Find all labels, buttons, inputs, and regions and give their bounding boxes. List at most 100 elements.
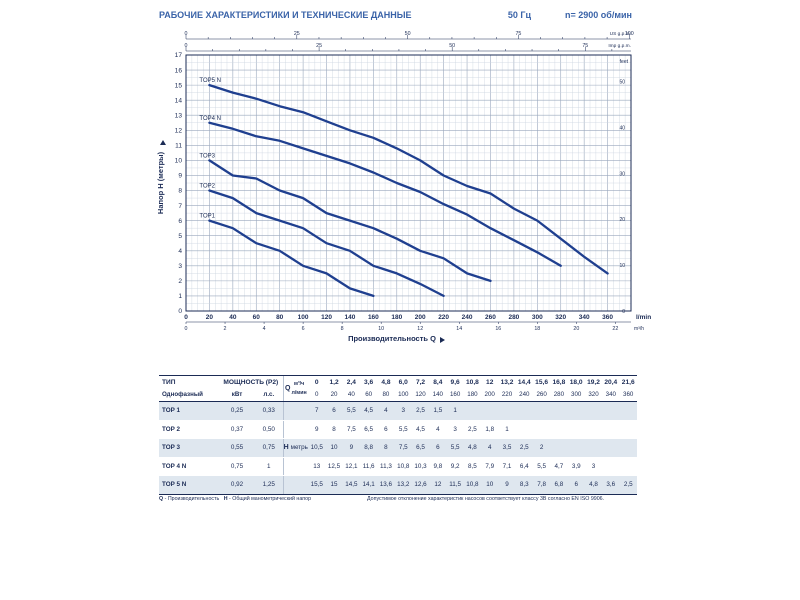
- x-tick-label: 320: [555, 314, 566, 321]
- x-tick-label: 100: [298, 314, 309, 321]
- head-value: 9,2: [446, 457, 464, 476]
- head-value: 10: [481, 475, 499, 495]
- y-tick-label: 8: [178, 188, 182, 195]
- m3h-value: 14,4: [515, 375, 533, 388]
- m3h-value: 2,4: [342, 375, 360, 388]
- header-frequency: 50 Гц: [508, 10, 532, 20]
- head-value: 6,5: [411, 438, 430, 458]
- lmin-value: 160: [446, 388, 464, 402]
- series-label: TOP4 N: [199, 116, 221, 122]
- head-value: 13,6: [377, 475, 395, 495]
- top-imp-tick-label: 25: [316, 43, 322, 49]
- series-line: [208, 219, 375, 298]
- head-value: 6,8: [550, 475, 568, 495]
- lmin-value: 240: [515, 388, 533, 402]
- row-hp: 1: [255, 457, 284, 476]
- row-hp: 0,75: [255, 438, 284, 458]
- head-value: 4,7: [550, 457, 568, 476]
- top-us-tick-label: 0: [185, 31, 188, 37]
- head-value: [463, 401, 482, 421]
- head-value: 6,5: [359, 420, 378, 439]
- head-value: 13: [308, 457, 326, 476]
- head-value: 10: [325, 438, 343, 458]
- x-tick-label: 60: [253, 314, 261, 321]
- head-value: 3,5: [498, 438, 516, 458]
- head-value: [515, 401, 533, 421]
- lmin-value: 200: [481, 388, 499, 402]
- y-tick-label: 7: [178, 203, 182, 210]
- col-kw: кВт: [219, 388, 256, 402]
- x-tick-label: 220: [438, 314, 449, 321]
- y-tick-label: 5: [178, 233, 182, 240]
- m3h-value: 13,2: [498, 375, 516, 388]
- col-type: ТИП: [159, 375, 220, 388]
- head-value: [619, 401, 637, 421]
- col-hp: л.с.: [255, 388, 284, 402]
- top-us-tick-label: 100: [625, 31, 634, 37]
- x2-tick-label: 20: [573, 326, 579, 332]
- row-h-label: [282, 457, 309, 476]
- head-value: 6: [429, 438, 447, 458]
- head-value: 11,6: [359, 457, 378, 476]
- head-value: [619, 457, 637, 476]
- x2-tick-label: 6: [302, 326, 305, 332]
- y-axis-label: Напор H (метры): [156, 151, 165, 214]
- x-tick-label: 340: [579, 314, 590, 321]
- performance-chart: РАБОЧИЕ ХАРАКТЕРИСТИКИ И ТЕХНИЧЕСКИЕ ДАН…: [156, 10, 651, 343]
- head-value: 7,5: [342, 420, 360, 439]
- lmin-value: 340: [602, 388, 620, 402]
- lmin-value: 280: [550, 388, 568, 402]
- x-tick-label: 40: [229, 314, 237, 321]
- head-value: 3,9: [567, 457, 585, 476]
- y2-tick-label: 40: [619, 125, 625, 131]
- head-value: [584, 420, 603, 439]
- lmin-value: 60: [359, 388, 378, 402]
- head-value: 11,3: [377, 457, 395, 476]
- lmin-value: 140: [429, 388, 447, 402]
- pump-curves: TOP5 N TOP4 N TOP3 TOP2 TOP1: [199, 78, 609, 298]
- m3h-value: 12: [481, 375, 499, 388]
- series-label: TOP2: [199, 184, 215, 190]
- m3h-value: 3,6: [359, 375, 378, 388]
- y-tick-label: 12: [175, 127, 183, 134]
- head-value: 8,5: [463, 457, 482, 476]
- top-imp-tick-label: 75: [582, 43, 588, 49]
- head-value: 8: [325, 420, 343, 439]
- head-value: 9: [342, 438, 360, 458]
- lmin-value: 320: [584, 388, 603, 402]
- head-value: 4,8: [584, 475, 603, 495]
- m3h-value: 6,0: [394, 375, 412, 388]
- row-hp: 0,33: [255, 401, 284, 421]
- row-name: TOP 2: [159, 420, 220, 439]
- head-value: 5,5: [342, 401, 360, 421]
- x2-tick-label: 18: [534, 326, 540, 332]
- x-tick-label: 260: [485, 314, 496, 321]
- y2-axis-feet: 0 10 20 30 40 50 feet: [619, 59, 628, 315]
- y-tick-label: 14: [175, 97, 183, 104]
- table-row: TOP 5 N 0,92 1,25 15,5 15 14,5 14,1 13,6 13,2 12,…: [159, 475, 637, 495]
- row-kw: 0,25: [219, 401, 256, 421]
- top-imp-unit-label: Imp g.p.m.: [608, 43, 631, 49]
- row-name: TOP 5 N: [159, 475, 220, 495]
- row-kw: 0,55: [219, 438, 256, 458]
- top-imp-tick-label: 0: [185, 43, 188, 49]
- series-line: [208, 83, 609, 275]
- head-value: 5,5: [394, 420, 412, 439]
- head-value: 2,5: [515, 438, 533, 458]
- x-unit-label: l/min: [636, 314, 651, 321]
- m3h-value: 10,8: [463, 375, 482, 388]
- series-line: [208, 159, 492, 283]
- x2-tick-label: 16: [495, 326, 501, 332]
- head-value: 1: [446, 401, 464, 421]
- head-value: 8: [377, 438, 395, 458]
- head-value: 13,2: [394, 475, 412, 495]
- head-value: 10,3: [411, 457, 430, 476]
- y2-tick-label: 0: [622, 309, 625, 315]
- x2-tick-label: 12: [417, 326, 423, 332]
- head-value: [532, 401, 551, 421]
- head-value: 12,1: [342, 457, 360, 476]
- head-value: 9,8: [429, 457, 447, 476]
- col-q: Q м³/ч л/мин: [282, 375, 309, 402]
